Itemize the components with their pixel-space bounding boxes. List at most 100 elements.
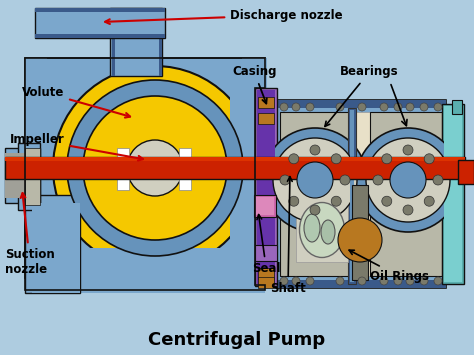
Text: Discharge nozzle: Discharge nozzle (105, 9, 343, 24)
Ellipse shape (300, 202, 345, 257)
Bar (117, 148, 129, 190)
Bar (159, 8, 162, 76)
Circle shape (306, 277, 314, 285)
Circle shape (394, 103, 402, 111)
Circle shape (280, 103, 288, 111)
Circle shape (382, 154, 392, 164)
Bar (458, 160, 474, 184)
Bar (258, 268, 274, 279)
Bar (35, 8, 165, 38)
Bar (257, 90, 275, 284)
Circle shape (424, 154, 434, 164)
Bar (35, 8, 165, 12)
Circle shape (358, 277, 366, 285)
Circle shape (280, 175, 290, 185)
Circle shape (336, 277, 344, 285)
Circle shape (406, 277, 414, 285)
Circle shape (263, 128, 367, 232)
Bar (254, 195, 276, 217)
Circle shape (67, 80, 243, 256)
Circle shape (433, 175, 443, 185)
Circle shape (292, 277, 300, 285)
Circle shape (310, 205, 320, 215)
Bar (442, 104, 464, 284)
Circle shape (280, 277, 288, 285)
Bar (35, 34, 165, 38)
Bar (242, 58, 267, 170)
Circle shape (403, 205, 413, 215)
Circle shape (390, 162, 426, 198)
Bar (25, 58, 47, 170)
Ellipse shape (304, 214, 320, 242)
Bar (452, 100, 462, 114)
Bar (348, 108, 356, 284)
Circle shape (403, 145, 413, 155)
Circle shape (338, 218, 382, 262)
Circle shape (289, 154, 299, 164)
Circle shape (420, 103, 428, 111)
Ellipse shape (321, 220, 335, 244)
Bar (276, 100, 446, 108)
Circle shape (406, 103, 414, 111)
Circle shape (373, 175, 383, 185)
Bar (255, 245, 277, 261)
Bar (110, 8, 162, 76)
Bar (5, 157, 465, 161)
Bar (25, 58, 265, 278)
Text: Casing: Casing (232, 66, 276, 104)
Text: Oil Rings: Oil Rings (349, 250, 429, 283)
Bar (230, 90, 260, 278)
Circle shape (336, 103, 344, 111)
Bar (276, 280, 446, 288)
Circle shape (420, 277, 428, 285)
Bar (18, 143, 40, 210)
Text: Impeller: Impeller (10, 133, 143, 160)
Bar (32, 203, 80, 293)
Bar (255, 88, 277, 286)
Circle shape (382, 196, 392, 206)
Circle shape (358, 103, 366, 111)
Bar (296, 202, 348, 262)
Text: Shaft: Shaft (270, 177, 306, 295)
Circle shape (380, 277, 388, 285)
Circle shape (297, 162, 333, 198)
Bar (280, 112, 350, 276)
Text: Seal: Seal (252, 214, 281, 275)
Bar (276, 100, 446, 288)
Circle shape (434, 277, 442, 285)
Bar (258, 277, 274, 288)
Bar (258, 113, 274, 124)
Bar (352, 185, 368, 280)
Bar (25, 248, 265, 293)
Bar (256, 197, 274, 215)
Bar (350, 110, 354, 282)
Circle shape (289, 196, 299, 206)
Circle shape (127, 140, 183, 196)
Text: Suction
nozzle: Suction nozzle (5, 193, 55, 276)
Bar (5, 153, 35, 198)
Circle shape (273, 138, 357, 222)
Circle shape (292, 103, 300, 111)
Circle shape (331, 196, 341, 206)
Bar (444, 106, 462, 282)
Circle shape (83, 96, 227, 240)
Bar (25, 148, 40, 205)
Circle shape (424, 196, 434, 206)
Circle shape (331, 154, 341, 164)
Text: Centrifugal Pump: Centrifugal Pump (148, 331, 326, 349)
Circle shape (310, 145, 320, 155)
Bar (5, 148, 40, 203)
Bar (280, 112, 442, 276)
Circle shape (53, 66, 257, 270)
Circle shape (356, 128, 460, 232)
Bar (112, 8, 115, 76)
Bar (25, 195, 80, 293)
Text: Volute: Volute (22, 86, 130, 118)
Bar (179, 148, 191, 190)
Circle shape (340, 175, 350, 185)
Circle shape (394, 277, 402, 285)
Text: Bearings: Bearings (325, 66, 399, 126)
Bar (5, 157, 465, 179)
Circle shape (306, 103, 314, 111)
Circle shape (380, 103, 388, 111)
